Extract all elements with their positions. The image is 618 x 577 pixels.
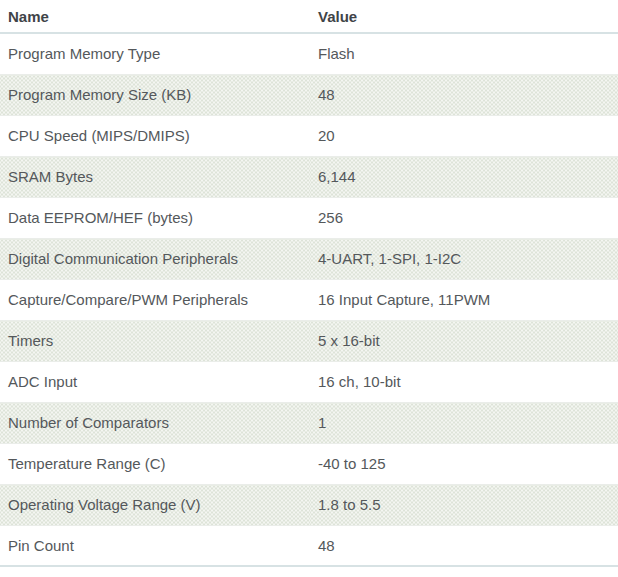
table-row: Digital Communication Peripherals4-UART,… — [0, 238, 618, 279]
spec-name-cell: Operating Voltage Range (V) — [0, 484, 310, 525]
spec-value-cell: 1 — [310, 402, 618, 443]
table-row: Capture/Compare/PWM Peripherals16 Input … — [0, 279, 618, 320]
spec-value-cell: Flash — [310, 33, 618, 74]
spec-name-cell: Temperature Range (C) — [0, 443, 310, 484]
spec-name-cell: CPU Speed (MIPS/DMIPS) — [0, 115, 310, 156]
table-row: Number of Comparators1 — [0, 402, 618, 443]
spec-value-cell: 16 Input Capture, 11PWM — [310, 279, 618, 320]
spec-value-cell: 16 ch, 10-bit — [310, 361, 618, 402]
spec-name-cell: ADC Input — [0, 361, 310, 402]
spec-name-cell: Timers — [0, 320, 310, 361]
table-row: Data EEPROM/HEF (bytes)256 — [0, 197, 618, 238]
spec-value-cell: 5 x 16-bit — [310, 320, 618, 361]
spec-value-cell: 20 — [310, 115, 618, 156]
column-header-name: Name — [0, 0, 310, 33]
column-header-value: Value — [310, 0, 618, 33]
spec-value-cell: 48 — [310, 525, 618, 566]
table-row: Program Memory Size (KB)48 — [0, 74, 618, 115]
spec-name-cell: Number of Comparators — [0, 402, 310, 443]
specs-tbody: Program Memory TypeFlashProgram Memory S… — [0, 33, 618, 566]
spec-value-cell: 48 — [310, 74, 618, 115]
spec-value-cell: 1.8 to 5.5 — [310, 484, 618, 525]
specs-table-header: Name Value — [0, 0, 618, 33]
table-row: Operating Voltage Range (V)1.8 to 5.5 — [0, 484, 618, 525]
spec-name-cell: Pin Count — [0, 525, 310, 566]
table-row: Pin Count48 — [0, 525, 618, 566]
spec-name-cell: Digital Communication Peripherals — [0, 238, 310, 279]
spec-name-cell: Data EEPROM/HEF (bytes) — [0, 197, 310, 238]
spec-name-cell: SRAM Bytes — [0, 156, 310, 197]
header-row: Name Value — [0, 0, 618, 33]
spec-value-cell: 256 — [310, 197, 618, 238]
spec-value-cell: 6,144 — [310, 156, 618, 197]
table-row: Temperature Range (C)-40 to 125 — [0, 443, 618, 484]
product-specs-table: Name Value Program Memory TypeFlashProgr… — [0, 0, 618, 567]
spec-name-cell: Program Memory Type — [0, 33, 310, 74]
spec-value-cell: -40 to 125 — [310, 443, 618, 484]
spec-name-cell: Capture/Compare/PWM Peripherals — [0, 279, 310, 320]
table-row: CPU Speed (MIPS/DMIPS)20 — [0, 115, 618, 156]
table-row: SRAM Bytes6,144 — [0, 156, 618, 197]
table-row: Timers5 x 16-bit — [0, 320, 618, 361]
table-row: Program Memory TypeFlash — [0, 33, 618, 74]
spec-value-cell: 4-UART, 1-SPI, 1-I2C — [310, 238, 618, 279]
table-row: ADC Input16 ch, 10-bit — [0, 361, 618, 402]
spec-name-cell: Program Memory Size (KB) — [0, 74, 310, 115]
